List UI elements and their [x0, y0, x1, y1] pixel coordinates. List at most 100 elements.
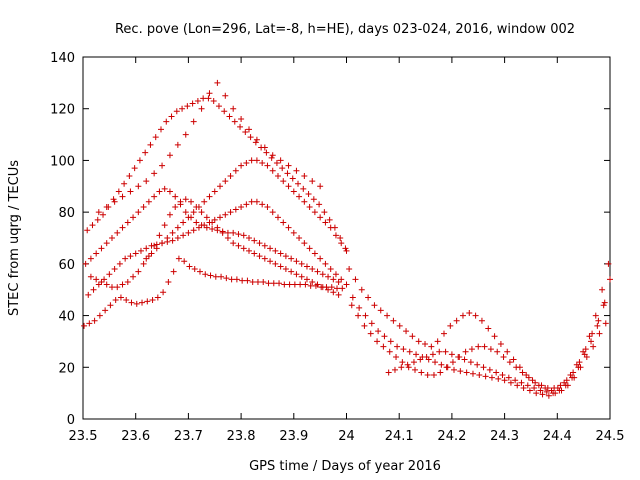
data-point	[156, 232, 163, 239]
data-point	[211, 216, 218, 223]
data-point	[89, 222, 96, 229]
data-point	[514, 382, 521, 389]
data-point	[103, 240, 110, 247]
data-point	[405, 364, 412, 371]
data-point	[107, 302, 114, 309]
data-point	[163, 118, 170, 125]
data-point	[325, 286, 332, 293]
data-point	[161, 185, 168, 192]
data-point	[478, 317, 485, 324]
data-point	[93, 276, 100, 283]
data-point	[244, 277, 251, 284]
data-point	[495, 375, 502, 382]
data-point	[206, 90, 213, 97]
data-point	[140, 203, 147, 210]
data-point	[605, 260, 612, 267]
data-point	[243, 160, 250, 167]
data-point	[298, 260, 305, 267]
data-point	[269, 152, 276, 159]
data-point	[404, 361, 411, 368]
data-point	[293, 167, 300, 174]
data-point	[263, 149, 270, 156]
data-point	[356, 304, 363, 311]
data-point	[184, 103, 191, 110]
data-point	[230, 240, 237, 247]
data-point	[592, 312, 599, 319]
data-point	[589, 330, 596, 337]
data-point	[298, 273, 305, 280]
data-point	[272, 260, 279, 267]
data-point	[284, 170, 291, 177]
data-point	[288, 255, 295, 262]
data-point	[327, 224, 334, 231]
data-point	[346, 266, 353, 273]
data-point	[413, 351, 420, 358]
data-point	[149, 297, 156, 304]
data-point	[144, 298, 151, 305]
data-point	[147, 141, 154, 148]
data-point	[174, 141, 181, 148]
data-point	[130, 273, 137, 280]
data-point	[316, 201, 323, 208]
data-point	[254, 278, 261, 285]
data-point	[175, 255, 182, 262]
data-point	[133, 300, 140, 307]
data-point	[151, 242, 158, 249]
data-point	[412, 366, 419, 373]
data-point	[380, 343, 387, 350]
data-point	[253, 157, 260, 164]
data-point	[251, 250, 258, 257]
data-point	[143, 178, 150, 185]
data-point	[599, 286, 606, 293]
data-point	[358, 286, 365, 293]
data-point	[390, 317, 397, 324]
data-point	[306, 245, 313, 252]
x-tick-label: 24.1	[385, 429, 414, 444]
x-tick-label: 23.8	[227, 429, 256, 444]
data-point	[375, 328, 382, 335]
data-point	[157, 126, 164, 133]
data-point	[600, 302, 607, 309]
data-point	[588, 338, 595, 345]
data-point	[602, 320, 609, 327]
data-point	[82, 260, 89, 267]
data-point	[422, 341, 429, 348]
data-point	[386, 348, 393, 355]
data-point	[525, 374, 532, 381]
data-point	[314, 281, 321, 288]
data-point	[596, 330, 603, 337]
data-point	[84, 227, 91, 234]
data-point	[174, 235, 181, 241]
data-point	[325, 273, 332, 280]
data-point	[537, 387, 544, 394]
data-point	[497, 341, 504, 348]
data-point	[85, 291, 92, 298]
data-point	[332, 271, 339, 278]
data-point	[463, 369, 470, 376]
data-point	[349, 294, 356, 301]
data-point	[180, 232, 187, 239]
data-point	[240, 232, 247, 239]
data-point	[145, 198, 152, 205]
data-point	[586, 333, 593, 340]
data-point	[289, 175, 296, 182]
data-point	[487, 346, 494, 353]
data-point	[338, 240, 345, 247]
data-point	[119, 281, 126, 288]
data-point	[180, 219, 187, 226]
data-point	[127, 253, 134, 260]
data-point	[480, 364, 487, 371]
data-point	[434, 338, 441, 345]
data-point	[161, 222, 168, 229]
data-point	[168, 113, 175, 120]
y-axis: 0 20 40 60 80 100 120 140	[50, 51, 610, 428]
data-point	[307, 282, 314, 289]
y-tick-label: 40	[58, 310, 75, 325]
data-point	[330, 289, 337, 296]
data-point	[251, 237, 258, 244]
data-point	[124, 219, 131, 226]
data-point	[152, 134, 159, 141]
data-point	[246, 126, 253, 133]
data-point	[217, 214, 224, 221]
